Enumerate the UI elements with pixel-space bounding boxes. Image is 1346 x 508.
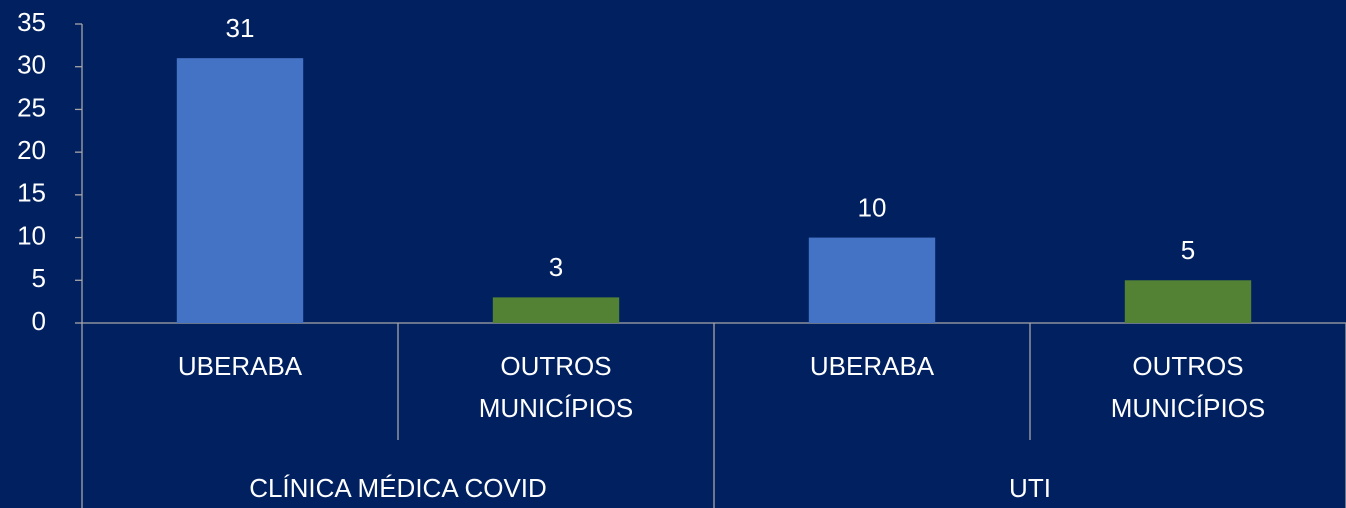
category-label-box: OUTROS MUNICÍPIOS — [478, 351, 634, 423]
y-tick-label: 15 — [17, 178, 46, 208]
group-label: UTI — [1009, 473, 1051, 503]
value-label: 10 — [858, 192, 887, 222]
category-label-box: OUTROS MUNICÍPIOS — [1110, 351, 1266, 423]
x-tick-label: UBERABA — [809, 351, 935, 381]
bar — [492, 297, 620, 323]
y-tick-label: 0 — [32, 306, 46, 336]
y-tick-label: 20 — [17, 135, 46, 165]
y-tick-label: 5 — [32, 263, 46, 293]
bar — [1124, 280, 1252, 323]
y-tick-label: 35 — [17, 7, 46, 37]
y-tick-label: 25 — [17, 92, 46, 122]
bar — [808, 237, 936, 323]
y-tick-label: 30 — [17, 50, 46, 80]
bar — [176, 58, 304, 324]
value-label: 5 — [1181, 235, 1195, 265]
value-label: 3 — [549, 252, 563, 282]
y-tick-label: 10 — [17, 220, 46, 250]
category-label-box: UBERABA — [177, 351, 303, 381]
value-label: 31 — [226, 13, 255, 43]
group-label: CLÍNICA MÉDICA COVID — [249, 473, 547, 503]
x-tick-label: UBERABA — [177, 351, 303, 381]
x-tick-label: OUTROS MUNICÍPIOS — [1110, 351, 1266, 423]
x-tick-label: OUTROS MUNICÍPIOS — [478, 351, 634, 423]
category-label-box: UBERABA — [809, 351, 935, 381]
